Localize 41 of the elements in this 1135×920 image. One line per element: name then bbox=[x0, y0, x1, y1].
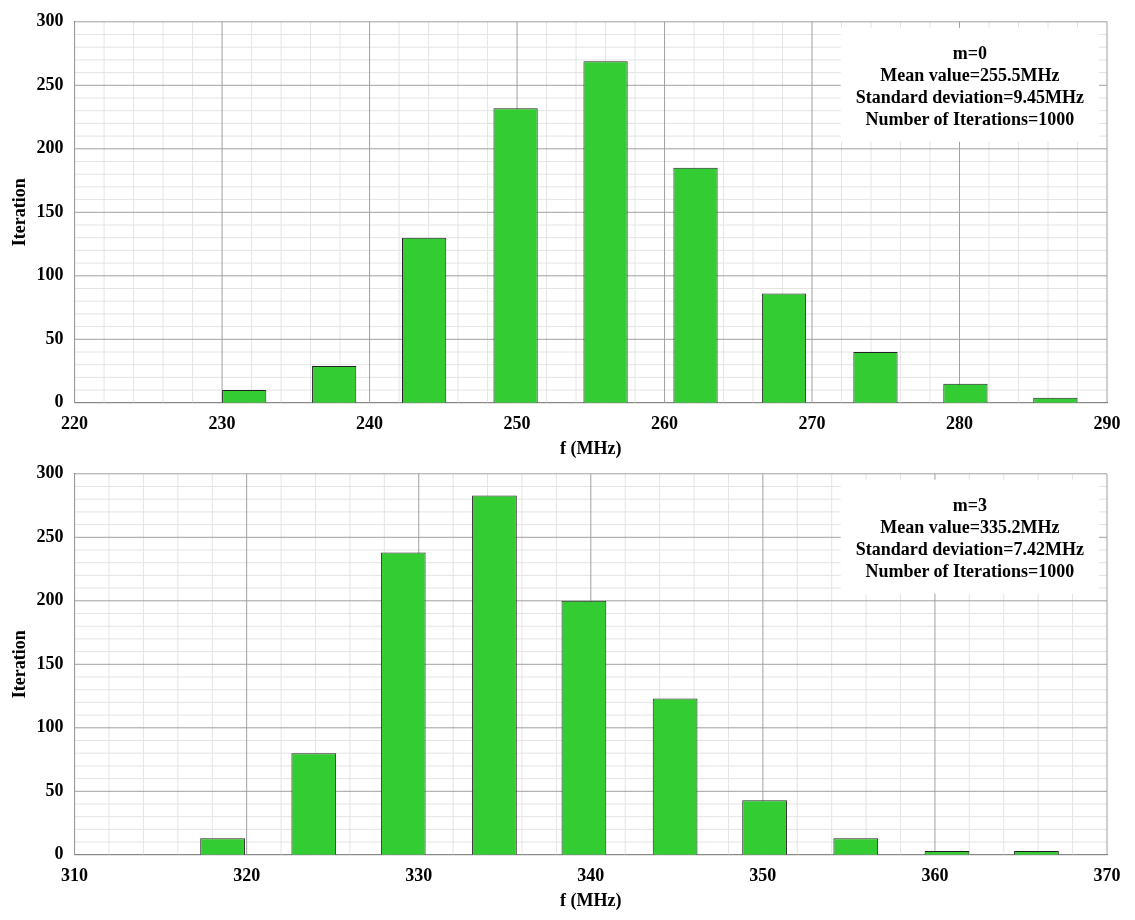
x-tick-label: 230 bbox=[208, 413, 236, 434]
annotation: Number of Iterations=1000 bbox=[865, 109, 1075, 130]
x-tick-label: 290 bbox=[1093, 413, 1121, 434]
x-tick-label: 320 bbox=[233, 865, 261, 886]
annotation: m=3 bbox=[952, 495, 987, 516]
y-tick-label: 200 bbox=[36, 589, 64, 610]
y-tick-label: 50 bbox=[45, 779, 64, 800]
annotation: Standard deviation=9.45MHz bbox=[855, 87, 1085, 108]
y-tick-label: 250 bbox=[36, 73, 64, 94]
y-tick-label: 300 bbox=[36, 462, 64, 483]
y-tick-label: 150 bbox=[36, 200, 64, 221]
x-tick-label: 240 bbox=[356, 413, 384, 434]
y-tick-label: 300 bbox=[36, 10, 64, 31]
y-tick-label: 250 bbox=[36, 525, 64, 546]
x-tick-label: 340 bbox=[577, 865, 605, 886]
x-tick-label: 350 bbox=[749, 865, 777, 886]
x-axis-title: f (MHz) bbox=[560, 437, 622, 459]
annotation: Mean value=335.2MHz bbox=[880, 517, 1060, 538]
x-tick-label: 310 bbox=[61, 865, 89, 886]
annotation: Number of Iterations=1000 bbox=[865, 561, 1075, 582]
y-tick-label: 0 bbox=[54, 843, 64, 864]
x-tick-label: 280 bbox=[946, 413, 974, 434]
x-tick-label: 220 bbox=[61, 413, 89, 434]
annotation: m=0 bbox=[952, 43, 987, 64]
annotation: Mean value=255.5MHz bbox=[880, 65, 1060, 86]
y-tick-label: 150 bbox=[36, 652, 64, 673]
x-tick-label: 370 bbox=[1093, 865, 1121, 886]
x-tick-label: 270 bbox=[798, 413, 826, 434]
y-tick-label: 200 bbox=[36, 137, 64, 158]
y-axis-title: Iteration bbox=[9, 178, 30, 247]
y-tick-label: 0 bbox=[54, 391, 64, 412]
y-tick-label: 100 bbox=[36, 264, 64, 285]
x-tick-label: 330 bbox=[405, 865, 433, 886]
y-tick-label: 100 bbox=[36, 716, 64, 737]
y-tick-label: 50 bbox=[45, 327, 64, 348]
x-axis-title: f (MHz) bbox=[560, 889, 622, 911]
x-tick-label: 260 bbox=[651, 413, 679, 434]
y-axis-title: Iteration bbox=[9, 630, 30, 699]
x-tick-label: 250 bbox=[503, 413, 531, 434]
x-tick-label: 360 bbox=[921, 865, 949, 886]
annotation: Standard deviation=7.42MHz bbox=[855, 539, 1085, 560]
